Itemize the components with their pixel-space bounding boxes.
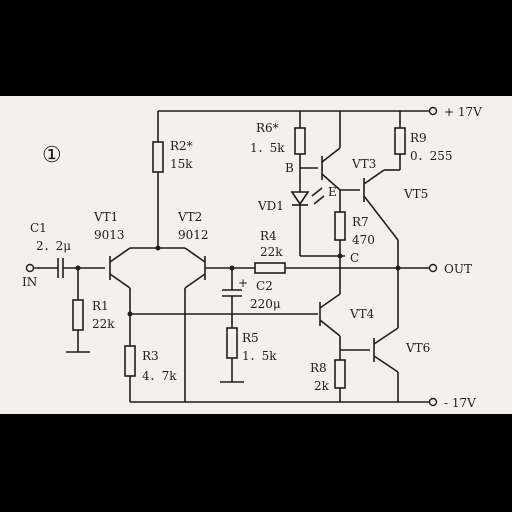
r2-resistor xyxy=(152,141,164,173)
r3-resistor xyxy=(124,345,136,377)
positive-rail-label: + 17V xyxy=(444,105,482,119)
r6-name: R6* xyxy=(256,121,279,135)
node-b-label: B xyxy=(285,161,294,175)
r1-name: R1 xyxy=(92,299,109,313)
light-ray xyxy=(311,187,323,197)
r2-name: R2* xyxy=(170,139,193,153)
r4-name: R4 xyxy=(260,229,277,243)
vt2-emitter xyxy=(184,273,206,289)
vt3-emitter xyxy=(321,173,341,191)
vt6-name: VT6 xyxy=(405,341,430,355)
vt4-collector xyxy=(319,293,341,309)
c1-value: 2．2μ xyxy=(36,239,71,253)
output-label: OUT xyxy=(444,262,472,276)
vt4-name: VT4 xyxy=(349,307,375,321)
r4-value: 22k xyxy=(260,245,283,259)
r1-resistor xyxy=(72,299,84,331)
r3-name: R3 xyxy=(142,349,159,363)
r4-resistor xyxy=(254,262,286,274)
negative-terminal[interactable] xyxy=(428,397,438,407)
vt4-emitter xyxy=(319,319,341,337)
node-e-label: E xyxy=(328,185,337,199)
vd1-diode xyxy=(290,191,310,206)
r8-resistor xyxy=(334,359,346,389)
node-c-label: C xyxy=(350,251,359,265)
r7-resistor xyxy=(334,211,346,241)
c1-name: C1 xyxy=(30,221,47,235)
r6-resistor xyxy=(294,127,306,155)
vt6-emitter xyxy=(373,355,399,373)
junction-dot xyxy=(395,265,401,271)
r8-name: R8 xyxy=(310,361,327,375)
r5-name: R5 xyxy=(242,331,259,345)
r5-resistor xyxy=(226,327,238,359)
r9-resistor xyxy=(394,127,406,155)
vt5-name: VT5 xyxy=(403,187,428,201)
output-terminal[interactable] xyxy=(428,263,438,273)
light-ray xyxy=(313,195,325,205)
vd1-name: VD1 xyxy=(257,199,284,213)
vt5-emitter xyxy=(363,195,399,241)
r7-name: R7 xyxy=(352,215,369,229)
negative-rail-label: - 17V xyxy=(444,396,476,410)
junction-dot xyxy=(127,311,133,317)
vt5-collector xyxy=(363,169,385,185)
vt3-name: VT3 xyxy=(351,157,376,171)
r6-value: 1．5k xyxy=(250,141,285,155)
r8-value: 2k xyxy=(314,379,330,393)
vt1-collector xyxy=(109,247,131,263)
r5-value: 1．5k xyxy=(242,349,277,363)
vt1-emitter xyxy=(109,273,131,289)
r9-value: 0．255 xyxy=(410,149,453,163)
vt6-collector xyxy=(373,327,399,345)
c2-name: C2 xyxy=(256,279,273,293)
r3-value: 4．7k xyxy=(142,369,177,383)
r9-name: R9 xyxy=(410,131,427,145)
input-label: IN xyxy=(22,275,37,289)
vt3-collector xyxy=(321,147,341,163)
r2-value: 15k xyxy=(170,157,193,171)
vt2-name: VT2 xyxy=(177,210,202,224)
vt1-name: VT1 xyxy=(93,210,118,224)
vt2-part: 9012 xyxy=(178,228,209,242)
c2-value: 220μ xyxy=(250,297,281,311)
positive-terminal[interactable] xyxy=(428,106,438,116)
figure-number: ① xyxy=(42,143,62,168)
c2-polarity: + xyxy=(238,276,248,290)
schematic-panel xyxy=(0,96,512,414)
r1-value: 22k xyxy=(92,317,115,331)
vt1-part: 9013 xyxy=(94,228,125,242)
r7-value: 470 xyxy=(352,233,375,247)
vt2-collector xyxy=(184,247,206,263)
input-terminal[interactable] xyxy=(25,263,35,273)
junction-dot xyxy=(337,253,343,259)
